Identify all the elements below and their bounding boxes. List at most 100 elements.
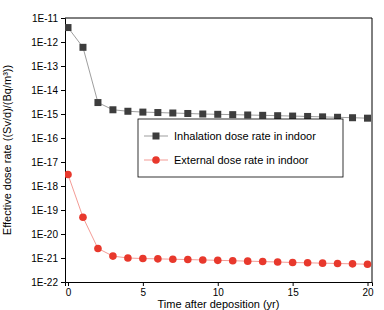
data-point	[319, 259, 327, 267]
tick-label: 1E-12	[31, 37, 58, 48]
tick: 1E-14	[31, 85, 65, 96]
tick-label: 1E-14	[31, 85, 58, 96]
frame	[65, 18, 372, 19]
legend-label: Inhalation dose rate in indoor	[174, 130, 316, 142]
data-point	[169, 110, 176, 117]
tick: 1E-13	[31, 61, 65, 72]
data-point	[154, 255, 162, 263]
data-point	[94, 245, 102, 253]
legend-marker	[153, 133, 160, 140]
legend-box	[138, 119, 343, 177]
data-point	[169, 255, 177, 263]
data-point	[79, 213, 87, 221]
data-point	[199, 111, 206, 118]
tick: 15	[288, 282, 300, 298]
y-axis: 1E-22 1E-21 1E-20 1E-19 1E-18 1E-17 1E-16 1E-15…	[31, 13, 65, 288]
data-point	[79, 44, 86, 51]
frame	[372, 18, 373, 282]
data-point	[139, 109, 146, 116]
tick-label: 20	[362, 287, 374, 298]
tick: 5	[141, 282, 147, 298]
axis-line	[61, 19, 66, 283]
data-point	[304, 259, 312, 267]
data-point	[334, 260, 342, 268]
data-point	[65, 171, 72, 179]
tick-label: 1E-20	[31, 229, 58, 240]
series	[65, 24, 371, 122]
data-point	[349, 260, 357, 268]
data-point	[229, 111, 236, 118]
tick-mark	[61, 234, 65, 235]
data-point	[124, 254, 132, 262]
tick-mark	[61, 258, 65, 259]
tick-mark	[143, 282, 144, 286]
x-axis: 0 5 10 15 20	[66, 282, 375, 298]
plot: 051015201E-221E-211E-201E-191E-181E-171E…	[31, 13, 374, 298]
data-point	[109, 106, 116, 113]
tick-label: 0	[66, 287, 72, 298]
tick-mark	[61, 66, 65, 67]
tick: 1E-20	[31, 229, 65, 240]
y-axis-title: Effective dose rate ((Sv/d)/(Bq/m³))	[1, 65, 13, 235]
data-point	[184, 256, 192, 264]
data-point	[244, 111, 251, 118]
data-point	[199, 256, 207, 264]
tick-label: 1E-19	[31, 205, 58, 216]
series-line	[68, 175, 368, 265]
tick: 1E-12	[31, 37, 65, 48]
tick-mark	[368, 282, 369, 286]
tick-label: 10	[213, 287, 225, 298]
x-axis-title: Time after deposition (yr)	[158, 298, 280, 310]
data-point	[65, 24, 71, 31]
tick-label: 1E-15	[31, 109, 58, 120]
tick-mark	[293, 282, 294, 286]
legend-item: External dose rate in indoor	[144, 154, 309, 166]
tick: 1E-16	[31, 133, 65, 144]
legend-marker	[152, 156, 160, 164]
tick: 10	[213, 282, 225, 298]
legend: Inhalation dose rate in indoor External d…	[138, 119, 343, 177]
tick: 1E-19	[31, 205, 65, 216]
data-point	[364, 260, 372, 268]
tick-mark	[61, 42, 65, 43]
tick-mark	[68, 282, 69, 286]
data-point	[259, 258, 267, 266]
data-point	[274, 112, 281, 119]
tick: 1E-21	[31, 253, 65, 264]
marks	[65, 24, 371, 268]
tick: 0	[66, 282, 72, 298]
tick: 1E-22	[31, 277, 65, 288]
tick-mark	[61, 90, 65, 91]
tick-label: 15	[288, 287, 300, 298]
data-point	[139, 255, 147, 263]
series-line	[68, 28, 368, 119]
tick: 1E-15	[31, 109, 65, 120]
tick: 20	[362, 282, 374, 298]
tick-label: 1E-11	[32, 13, 58, 24]
tick-label: 1E-17	[31, 157, 58, 168]
legend-label: External dose rate in indoor	[174, 154, 309, 166]
data-point	[154, 109, 161, 116]
tick-mark	[61, 138, 65, 139]
data-point	[229, 257, 237, 265]
series	[65, 171, 371, 268]
data-point	[214, 111, 221, 118]
legend-item: Inhalation dose rate in indoor	[144, 130, 316, 142]
data-point	[214, 257, 222, 265]
tick-label: 1E-18	[31, 181, 58, 192]
data-point	[274, 258, 282, 266]
data-point	[364, 115, 371, 122]
tick-label: 1E-21	[31, 253, 58, 264]
tick: 1E-11	[32, 13, 65, 24]
tick-label: 5	[141, 287, 147, 298]
tick-mark	[61, 186, 65, 187]
tick-label: 1E-13	[31, 61, 58, 72]
tick-label: 1E-22	[31, 277, 58, 288]
tick: 1E-18	[31, 181, 65, 192]
tick-label: 1E-16	[31, 133, 58, 144]
tick-mark	[61, 282, 65, 283]
data-point	[244, 257, 252, 265]
chart: 051015201E-221E-211E-201E-191E-181E-171E…	[0, 0, 384, 310]
data-point	[289, 259, 297, 267]
data-point	[259, 112, 266, 119]
